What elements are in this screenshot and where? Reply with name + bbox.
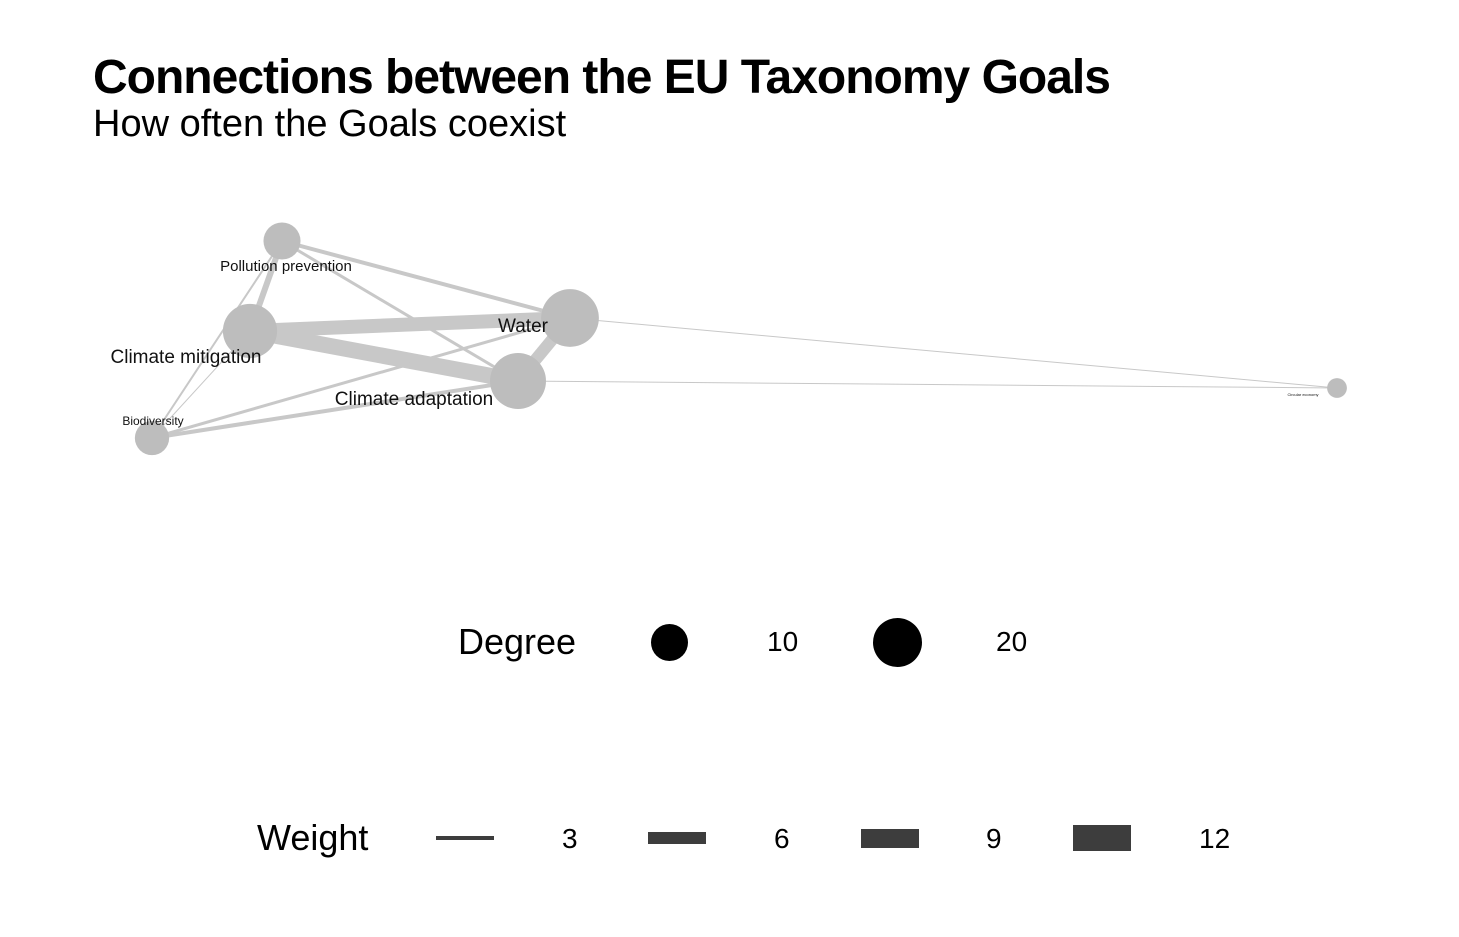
node-label-adaptation: Climate adaptation: [335, 389, 493, 410]
weight-legend-tick: 12: [1199, 823, 1231, 854]
node-label-circular: Circular economy: [1287, 392, 1318, 397]
node-layer: [134, 222, 1347, 456]
edge-biodiversity-water: [151, 316, 571, 440]
weight-legend-tick: 3: [562, 823, 578, 854]
weight-legend-bar-9: [861, 829, 919, 848]
node-label-biodiversity: Biodiversity: [122, 414, 183, 428]
degree-legend-tick: 10: [767, 626, 799, 657]
degree-legend-tick: 20: [996, 626, 1028, 657]
node-circular: [1327, 378, 1347, 398]
degree-legend-dot-small: [651, 624, 688, 661]
edge-pollution-adaptation: [281, 239, 519, 383]
weight-legend-tick: 9: [986, 823, 1002, 854]
edge-mitigation-water: [249, 311, 571, 338]
weight-legend-bar-12: [1073, 825, 1131, 851]
node-label-water: Water: [498, 316, 549, 337]
degree-legend-title: Degree: [458, 621, 577, 662]
weight-legend-bar-3: [436, 836, 494, 840]
node-label-mitigation: Climate mitigation: [111, 347, 262, 368]
edge-pollution-water: [281, 239, 571, 320]
label-layer: Pollution prevention Climate mitigation Bi…: [111, 258, 1319, 428]
edge-layer: [151, 239, 1338, 440]
edge-biodiversity-pollution: [151, 240, 283, 439]
node-water: [541, 289, 599, 347]
degree-legend-dot-large: [873, 618, 922, 667]
node-biodiversity: [134, 420, 170, 456]
node-label-pollution: Pollution prevention: [220, 258, 352, 275]
edge-mitigation-adaptation: [248, 323, 520, 389]
chart-subtitle: How often the Goals coexist: [93, 103, 567, 145]
node-pollution: [263, 222, 301, 260]
edge-water-circular: [569, 317, 1338, 389]
node-adaptation: [490, 353, 546, 409]
node-mitigation: [222, 303, 278, 359]
weight-legend-tick: 6: [774, 823, 790, 854]
edge-adaptation-circular: [517, 380, 1338, 389]
chart-title: Connections between the EU Taxonomy Goal…: [93, 51, 1111, 104]
edge-biodiversity-adaptation: [151, 379, 519, 440]
weight-legend-bar-6: [648, 832, 706, 844]
weight-legend-title: Weight: [257, 817, 369, 858]
